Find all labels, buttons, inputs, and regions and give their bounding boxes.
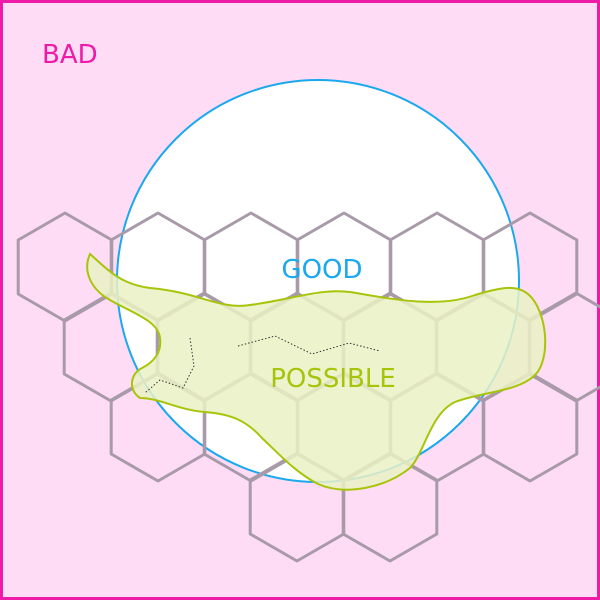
good-label: GOOD (281, 255, 362, 285)
possible-label: POSSIBLE (270, 364, 396, 394)
bad-label: BAD (42, 40, 98, 70)
